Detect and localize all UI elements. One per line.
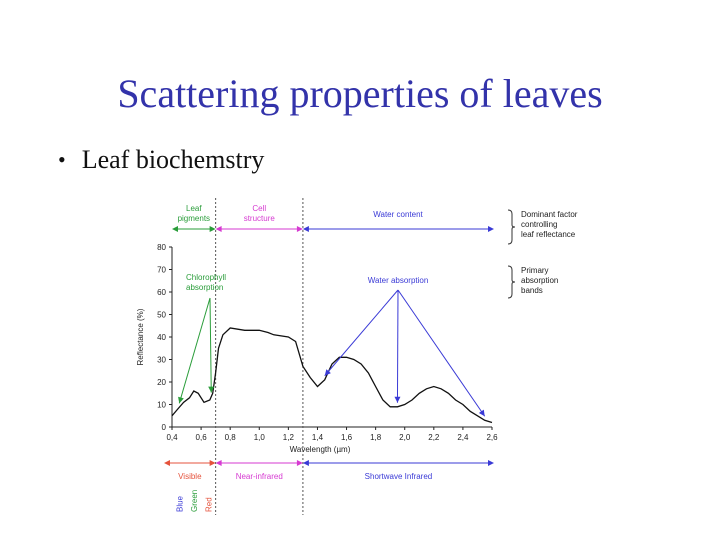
factor-arrow-head <box>296 226 303 232</box>
x-tick-label: 1,6 <box>341 433 353 442</box>
x-tick-label: 0,6 <box>196 433 208 442</box>
factor-arrow-head <box>172 226 178 232</box>
spectral-label: Visible <box>178 472 202 481</box>
water-pointer <box>396 289 399 403</box>
water-pointer-head <box>324 369 331 376</box>
x-tick-label: 0,8 <box>225 433 237 442</box>
spectral-arrow-head <box>302 460 309 466</box>
x-tick-label: 1,0 <box>254 433 266 442</box>
chlorophyll-label: Chlorophyll <box>186 273 226 282</box>
factor-label: structure <box>244 214 276 223</box>
x-tick-label: 0,4 <box>166 433 178 442</box>
absorption-brace <box>507 265 516 299</box>
water-pointer-head <box>478 409 485 417</box>
water-pointer <box>324 289 399 377</box>
visible-band-label: Blue <box>175 495 184 512</box>
spectral-arrow-head <box>209 460 216 466</box>
absorption-title: bands <box>521 286 543 295</box>
factor-brace <box>507 209 516 245</box>
factor-arrow-head <box>302 226 309 232</box>
x-tick-label: 1,2 <box>283 433 295 442</box>
absorption-title: Primary <box>521 266 549 275</box>
y-tick-label: 40 <box>157 333 166 342</box>
y-tick-label: 70 <box>157 266 166 275</box>
bullet-item: • Leaf biochemstry <box>58 145 264 175</box>
chlorophyll-pointer-head <box>178 396 184 404</box>
factor-title: Dominant factor <box>521 210 578 219</box>
y-tick-label: 30 <box>157 356 166 365</box>
y-tick-label: 80 <box>157 243 166 252</box>
bullet-text: Leaf biochemstry <box>81 145 265 174</box>
x-axis-label: Wavelength (µm) <box>290 445 351 454</box>
spectral-arrow-head <box>164 460 170 466</box>
x-tick-label: 2,2 <box>428 433 440 442</box>
water-absorption-label: Water absorption <box>368 276 429 285</box>
bullet-marker: • <box>58 147 66 172</box>
y-tick-label: 60 <box>157 288 166 297</box>
y-axis-label: Reflectance (%) <box>136 308 145 365</box>
y-tick-label: 0 <box>162 423 167 432</box>
factor-title: leaf reflectance <box>521 230 576 239</box>
chlorophyll-pointer <box>209 297 212 393</box>
chlorophyll-label: absorption <box>186 283 223 292</box>
absorption-title: absorption <box>521 276 558 285</box>
factor-label: Water content <box>373 210 423 219</box>
spectral-arrow-head <box>488 460 494 466</box>
spectral-label: Near-infrared <box>236 472 283 481</box>
factor-label: Leaf <box>186 204 202 213</box>
y-tick-label: 20 <box>157 378 166 387</box>
chlorophyll-pointer-head <box>208 386 215 393</box>
factor-arrow-head <box>209 226 216 232</box>
spectral-label: Shortwave Infrared <box>365 472 433 481</box>
visible-band-label: Green <box>190 490 199 512</box>
x-tick-label: 1,4 <box>312 433 324 442</box>
water-pointer-head <box>394 396 401 403</box>
x-tick-label: 2,6 <box>486 433 498 442</box>
x-tick-label: 1,8 <box>370 433 382 442</box>
spectral-arrow-head <box>296 460 303 466</box>
chlorophyll-pointer <box>178 297 211 404</box>
factor-arrow-head <box>488 226 494 232</box>
y-tick-label: 10 <box>157 401 166 410</box>
factor-label: pigments <box>178 214 210 223</box>
slide-title: Scattering properties of leaves <box>117 71 603 116</box>
factor-label: Cell <box>252 204 266 213</box>
factor-title: controlling <box>521 220 557 229</box>
visible-band-label: Red <box>204 497 213 512</box>
spectral-arrow-head <box>215 460 222 466</box>
reflectance-curve <box>171 327 493 424</box>
x-tick-label: 2,4 <box>457 433 469 442</box>
x-tick-label: 2,0 <box>399 433 411 442</box>
factor-arrow-head <box>215 226 222 232</box>
y-tick-label: 50 <box>157 311 166 320</box>
water-pointer <box>397 289 486 417</box>
